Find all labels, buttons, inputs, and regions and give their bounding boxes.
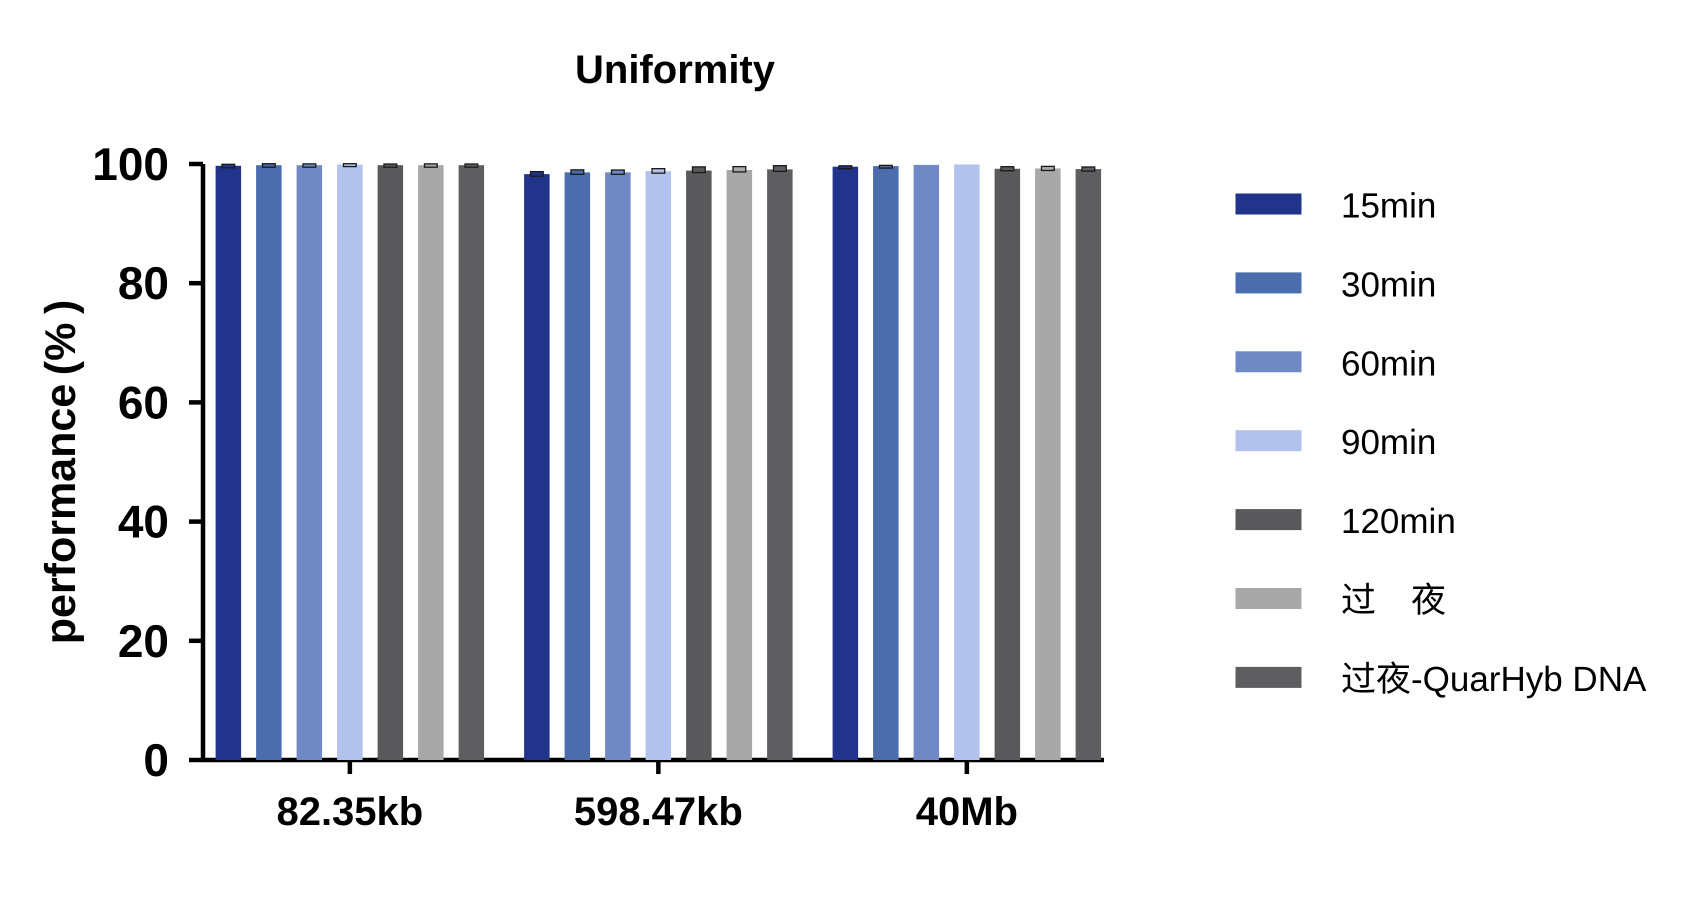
svg-text:80: 80 [118,257,169,309]
svg-text:Uniformity: Uniformity [575,48,776,92]
svg-text:60: 60 [118,376,169,428]
svg-text:过夜-QuarHyb DNA: 过夜-QuarHyb DNA [1341,660,1647,699]
svg-text:20: 20 [118,615,169,667]
svg-text:30min: 30min [1341,265,1436,304]
svg-text:40Mb: 40Mb [916,790,1018,834]
svg-text:0: 0 [143,734,169,786]
svg-text:100: 100 [92,138,169,190]
svg-text:15min: 15min [1341,187,1436,226]
svg-text:过 夜: 过 夜 [1341,581,1446,620]
svg-text:performance (% ): performance (% ) [37,300,85,645]
svg-text:598.47kb: 598.47kb [574,790,743,834]
svg-text:82.35kb: 82.35kb [276,790,423,834]
svg-text:40: 40 [118,496,169,548]
svg-text:90min: 90min [1341,423,1436,462]
svg-text:60min: 60min [1341,344,1436,383]
svg-text:120min: 120min [1341,502,1456,541]
